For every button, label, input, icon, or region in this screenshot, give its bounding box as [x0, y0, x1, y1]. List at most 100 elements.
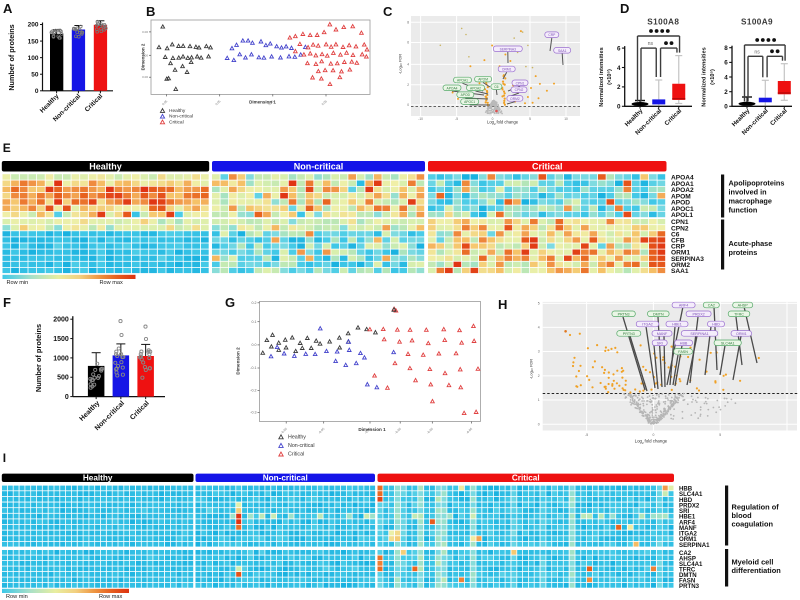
svg-text:Non-critical: Non-critical — [288, 443, 315, 449]
svg-text:-0.05: -0.05 — [280, 427, 288, 435]
svg-text:Row max: Row max — [100, 280, 124, 286]
svg-text:SRI: SRI — [679, 508, 689, 515]
svg-text:Myeloid cell: Myeloid cell — [732, 558, 774, 567]
svg-text:PRTN3: PRTN3 — [623, 332, 635, 336]
svg-text:-0.05: -0.05 — [465, 427, 473, 435]
svg-text:Critical: Critical — [532, 161, 563, 171]
svg-text:Normalized intensities: Normalized intensities — [702, 47, 708, 106]
svg-text:0: 0 — [492, 117, 494, 121]
svg-text:C6: C6 — [671, 231, 680, 238]
svg-text:SLC4A1: SLC4A1 — [679, 491, 703, 498]
svg-text:AHSP: AHSP — [738, 304, 749, 308]
svg-text:PRDX2: PRDX2 — [679, 502, 700, 509]
svg-text:0.05: 0.05 — [214, 99, 221, 106]
svg-text:Log: Log — [635, 439, 643, 444]
svg-text:ORM1: ORM1 — [671, 250, 690, 257]
svg-text:CPN2: CPN2 — [515, 88, 524, 92]
svg-text:-0.05: -0.05 — [394, 427, 402, 435]
svg-text:4: 4 — [407, 63, 409, 67]
svg-text:DMTN: DMTN — [679, 572, 697, 579]
svg-text:fold change: fold change — [645, 439, 668, 444]
svg-text:APOL1: APOL1 — [671, 212, 693, 219]
svg-text:CRP: CRP — [671, 244, 686, 251]
svg-text:Critical: Critical — [169, 119, 184, 125]
svg-text:CPN1: CPN1 — [671, 219, 689, 226]
svg-text:PRTN3: PRTN3 — [618, 312, 630, 316]
svg-text:Healthy: Healthy — [83, 474, 113, 483]
svg-text:APOC1: APOC1 — [464, 100, 475, 104]
svg-text:TFRC: TFRC — [679, 566, 696, 573]
svg-text:DMTN: DMTN — [653, 312, 664, 316]
svg-text:0.1: 0.1 — [252, 320, 257, 324]
svg-text:5: 5 — [529, 117, 531, 121]
svg-text:ITGA2: ITGA2 — [642, 323, 653, 327]
svg-text:0.00: 0.00 — [142, 75, 148, 79]
svg-text:10: 10 — [564, 117, 568, 121]
svg-text:G: G — [225, 295, 235, 310]
svg-text:ARF4: ARF4 — [679, 304, 688, 308]
svg-text:fold change: fold change — [497, 120, 519, 125]
svg-text:0: 0 — [407, 103, 409, 107]
svg-text:ns: ns — [648, 41, 654, 47]
svg-text:ORM1: ORM1 — [736, 332, 747, 336]
svg-text:0.05: 0.05 — [161, 99, 168, 106]
svg-text:HBE1: HBE1 — [672, 323, 682, 327]
svg-text:APOA1: APOA1 — [671, 181, 694, 188]
svg-text:-0.05: -0.05 — [317, 427, 325, 435]
svg-text:PRTN3: PRTN3 — [679, 583, 700, 590]
svg-text:Dimension 1: Dimension 1 — [249, 100, 276, 105]
svg-text:A: A — [3, 1, 13, 16]
svg-text:MANF: MANF — [679, 525, 697, 532]
svg-text:B: B — [146, 4, 155, 19]
svg-text:ORM1: ORM1 — [679, 536, 697, 543]
svg-text:0: 0 — [538, 422, 540, 426]
svg-text:5: 5 — [538, 302, 540, 306]
svg-text:Number of proteins: Number of proteins — [34, 324, 43, 392]
svg-text:3: 3 — [538, 350, 540, 354]
svg-text:Regulation of: Regulation of — [732, 503, 780, 512]
svg-text:SAA1: SAA1 — [558, 49, 567, 53]
svg-text:function: function — [729, 205, 758, 214]
svg-text:Healthy: Healthy — [78, 400, 101, 423]
svg-text:APOC1: APOC1 — [671, 206, 694, 213]
svg-text:PRDX2: PRDX2 — [692, 312, 704, 316]
svg-text:0: 0 — [65, 394, 69, 401]
svg-text:Critical: Critical — [129, 400, 151, 422]
svg-text:-0.1: -0.1 — [250, 366, 256, 370]
svg-text:2: 2 — [724, 89, 728, 96]
svg-text:Non-critical: Non-critical — [294, 161, 344, 171]
svg-text:2: 2 — [494, 122, 496, 126]
svg-text:Row max: Row max — [99, 594, 123, 600]
svg-text:macrophage: macrophage — [729, 196, 772, 205]
svg-text:-0.05: -0.05 — [426, 427, 434, 435]
svg-text:4: 4 — [724, 74, 728, 81]
svg-text:0.00: 0.00 — [142, 30, 148, 34]
svg-text:Non-critical: Non-critical — [169, 114, 193, 120]
svg-text:0: 0 — [35, 88, 39, 95]
svg-text:Apolipoproteins: Apolipoproteins — [729, 178, 785, 187]
svg-text:SLC4A1: SLC4A1 — [679, 561, 703, 568]
svg-text:150: 150 — [28, 38, 39, 45]
svg-text:AHSP: AHSP — [679, 555, 696, 562]
svg-text:APOA1: APOA1 — [457, 79, 468, 83]
svg-text:I: I — [3, 451, 6, 465]
svg-text:-0.2: -0.2 — [250, 389, 256, 393]
svg-text:coagulation: coagulation — [732, 519, 774, 528]
svg-text:Normalized intensities: Normalized intensities — [599, 47, 605, 106]
svg-text:-10: -10 — [418, 117, 423, 121]
svg-text:5: 5 — [719, 433, 721, 437]
svg-text:2: 2 — [642, 441, 644, 445]
svg-text:SERPINA3: SERPINA3 — [500, 47, 516, 51]
svg-text:SERPINA1: SERPINA1 — [690, 332, 708, 336]
svg-text:Critical: Critical — [663, 107, 683, 127]
svg-text:SRI: SRI — [657, 341, 663, 345]
svg-text:6: 6 — [724, 60, 728, 67]
svg-text:Healthy: Healthy — [39, 93, 61, 115]
svg-text:SAA1: SAA1 — [671, 268, 689, 275]
svg-text:APOD: APOD — [671, 200, 690, 207]
svg-text:Non-critical: Non-critical — [263, 474, 308, 483]
svg-text:-Log₁₀ FDR: -Log₁₀ FDR — [529, 359, 534, 379]
svg-text:proteins: proteins — [729, 248, 758, 257]
svg-text:-5: -5 — [585, 433, 588, 437]
svg-text:FASN: FASN — [679, 577, 695, 584]
